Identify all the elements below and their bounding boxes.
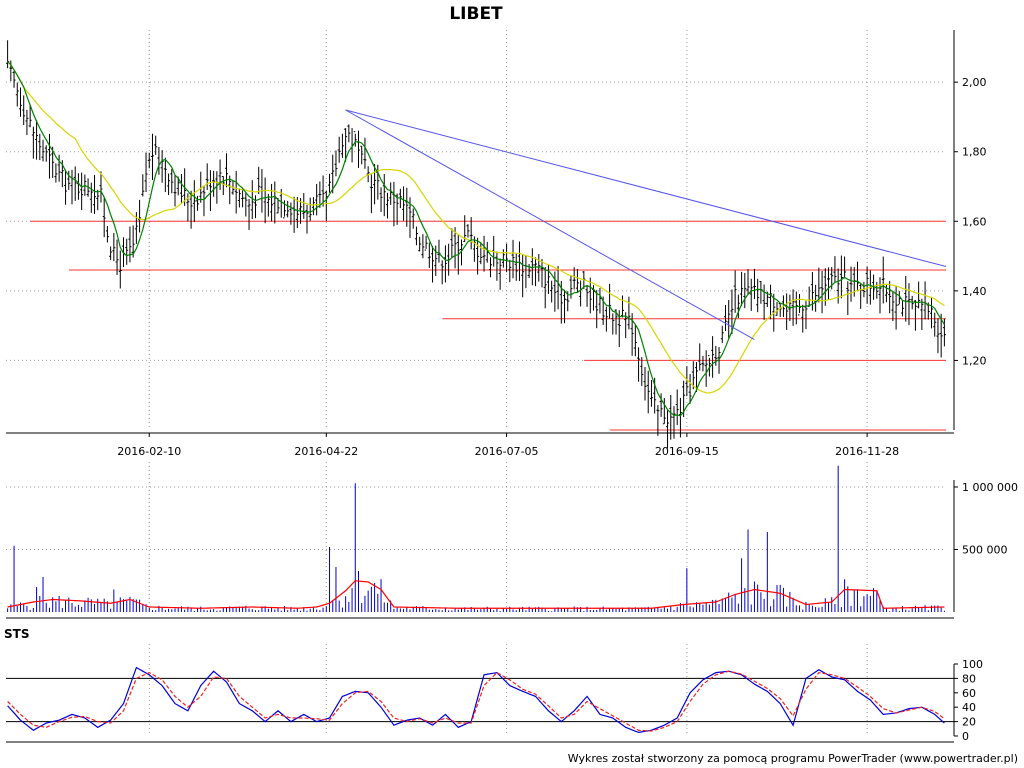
slow-moving-average — [7, 61, 945, 394]
sts-grid — [6, 644, 954, 736]
sts-y-tick-label: 80 — [962, 672, 976, 685]
price-x-tick-label: 2016-04-22 — [294, 445, 358, 458]
price-x-tick-label: 2016-02-10 — [117, 445, 181, 458]
price-y-tick-label: 1,20 — [962, 354, 987, 367]
sts-lines — [7, 666, 945, 734]
chart-title: LIBET — [449, 4, 503, 24]
moving-averages — [7, 61, 945, 417]
sts-k-line — [7, 666, 945, 734]
volume-bars — [7, 465, 945, 612]
sts-y-tick-label: 60 — [962, 687, 976, 700]
sts-y-tick-label: 40 — [962, 701, 976, 714]
price-y-tick-label: 2,00 — [962, 76, 987, 89]
price-y-tick-label: 1,60 — [962, 215, 987, 228]
price-y-tick-label: 1,40 — [962, 285, 987, 298]
sts-y-tick-label: 0 — [962, 730, 969, 743]
footer-credit: Wykres został stworzony za pomocą progra… — [568, 752, 1018, 765]
sts-d-line — [7, 670, 945, 732]
price-axis: 2,00 1,80 1,60 1,40 1,20 2016-02-10 2016-04-22… — [6, 30, 987, 458]
volume-average — [7, 580, 945, 609]
volume-y-tick-label: 500 000 — [962, 544, 1008, 557]
price-x-tick-label: 2016-11-28 — [835, 445, 899, 458]
volume-axis: 1 000 000 500 000 — [6, 480, 1018, 619]
support-resistance-lines — [30, 220, 946, 431]
sts-y-tick-label: 20 — [962, 716, 976, 729]
trend-line — [345, 109, 755, 341]
volume-grid — [6, 462, 946, 612]
candles — [6, 40, 946, 449]
price-x-tick-label: 2016-07-05 — [475, 445, 539, 458]
sts-label: STS — [4, 627, 29, 641]
volume-average-line — [7, 580, 945, 609]
price-y-tick-label: 1,80 — [962, 146, 987, 159]
volume-y-tick-label: 1 000 000 — [962, 481, 1018, 494]
price-x-tick-label: 2016-09-15 — [655, 445, 719, 458]
trend-line — [345, 109, 947, 268]
sts-y-tick-label: 100 — [962, 658, 983, 671]
trend-lines — [345, 109, 947, 341]
fast-moving-average — [7, 61, 945, 417]
